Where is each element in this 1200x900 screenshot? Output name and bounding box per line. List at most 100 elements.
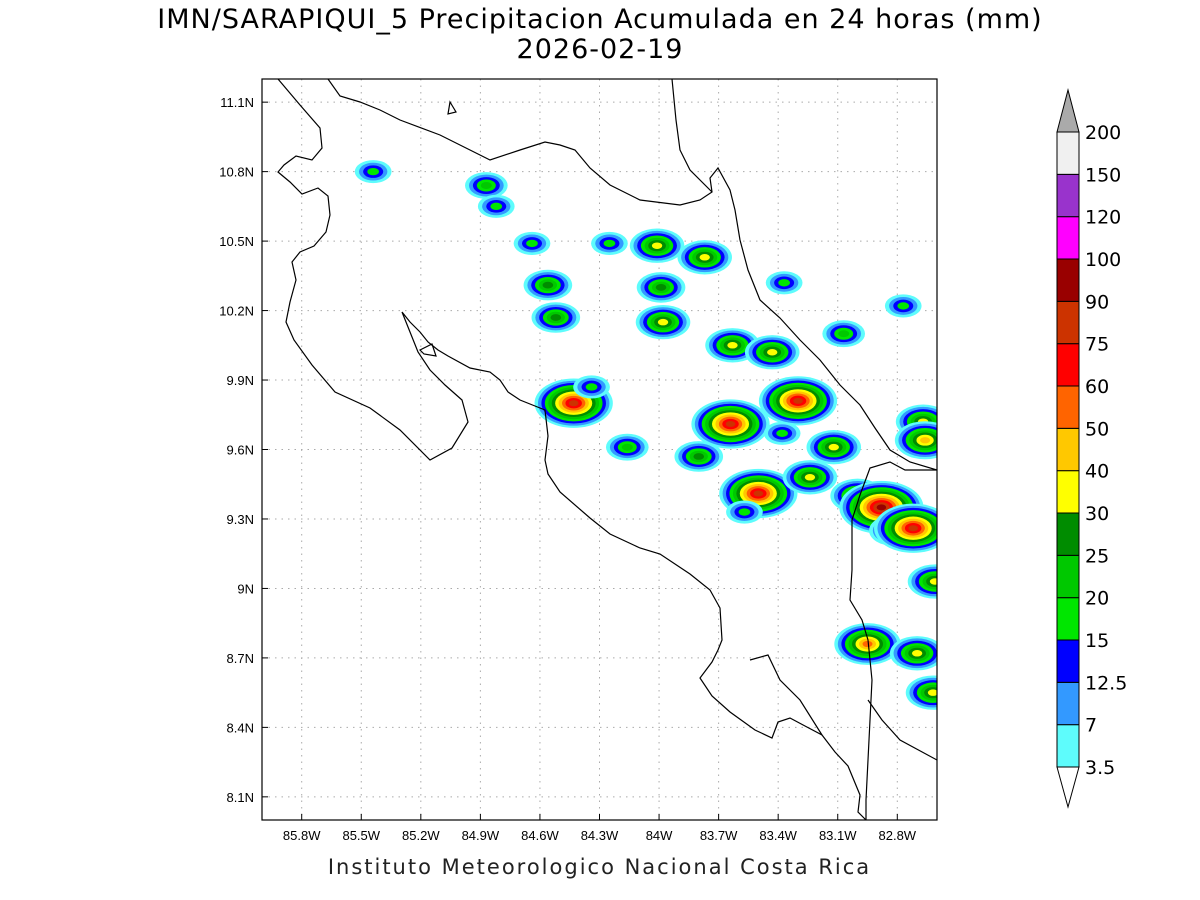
colorbar-label: 200 <box>1085 122 1121 144</box>
precip-contour <box>793 397 803 404</box>
colorbar-label: 25 <box>1085 545 1109 567</box>
precip-cell <box>674 441 724 472</box>
precip-cell <box>782 460 838 495</box>
precip-cell <box>591 231 628 255</box>
precip-cell <box>629 228 685 263</box>
y-tick-label: 10.2N <box>219 304 254 319</box>
precip-cell <box>691 399 770 449</box>
colorbar-label: 75 <box>1085 334 1109 356</box>
precip-contour <box>876 504 887 511</box>
footer-credit: Instituto Meteorologico Nacional Costa R… <box>327 855 872 879</box>
precip-contour <box>490 202 503 211</box>
precip-cell <box>513 231 551 255</box>
x-tick-label: 83.1W <box>819 828 857 843</box>
coastline-layer <box>277 79 937 820</box>
colorbar-label: 50 <box>1085 418 1109 440</box>
x-tick-label: 84W <box>646 828 673 843</box>
precip-cell <box>726 500 763 524</box>
precip-contour <box>568 400 579 407</box>
colorbar-lower-arrow <box>1056 766 1080 809</box>
precip-cell <box>605 433 649 461</box>
precip-contour <box>693 453 705 460</box>
precip-contour <box>550 314 562 321</box>
x-tick-label: 84.6W <box>521 828 559 843</box>
colorbar-segment <box>1056 427 1080 472</box>
colorbar-label: 100 <box>1085 249 1121 271</box>
colorbar-segment <box>1056 131 1080 175</box>
y-tick-label: 8.1N <box>227 790 254 805</box>
colorbar: 3.5 7 12.5 15 20 25 30 40 50 60 75 90 100 120 150 200 <box>1056 88 1127 809</box>
colorbar-segment <box>1056 300 1080 345</box>
precip-cell <box>765 271 803 295</box>
colorbar-label: 20 <box>1085 588 1109 610</box>
y-tick-label: 8.4N <box>227 720 254 735</box>
precip-cell <box>465 172 508 199</box>
precip-contour <box>778 279 790 287</box>
precip-contour <box>585 383 598 391</box>
colorbar-label: 60 <box>1085 376 1109 398</box>
precip-cell <box>907 564 937 599</box>
precip-cell <box>834 623 901 665</box>
colorbar-segment <box>1056 470 1080 514</box>
colorbar-segment <box>1056 724 1080 768</box>
precip-cell <box>806 430 862 465</box>
precip-cell <box>677 240 732 275</box>
colorbar-segment <box>1056 554 1080 599</box>
coastline-north-top <box>327 79 937 471</box>
precip-contour <box>911 650 923 657</box>
y-tick-label: 8.7N <box>227 651 254 666</box>
y-tick-label: 10.8N <box>219 165 254 180</box>
precip-contour <box>699 254 710 261</box>
x-tick-label: 85.5W <box>342 828 380 843</box>
precip-contour <box>725 421 736 428</box>
colorbar-label: 3.5 <box>1085 757 1115 779</box>
colorbar-segment <box>1056 385 1080 429</box>
precip-contour <box>753 490 764 497</box>
x-tick-label: 85.8W <box>283 828 321 843</box>
precip-contour <box>927 689 937 696</box>
precip-contour <box>897 302 910 310</box>
precip-cell <box>889 636 937 671</box>
precipitation-field <box>354 160 937 710</box>
colorbar-segment <box>1056 597 1080 641</box>
pacific-coast-south <box>749 654 937 761</box>
panama-border <box>849 461 937 820</box>
precip-contour <box>657 318 669 326</box>
colorbar-segment <box>1056 512 1080 556</box>
lake-nicaragua-islet <box>447 100 457 115</box>
colorbar-label: 40 <box>1085 461 1109 483</box>
precip-cell <box>758 376 838 426</box>
x-tick-label: 85.2W <box>402 828 440 843</box>
precip-cell <box>635 304 691 340</box>
gulf-nicoya-island <box>418 343 437 357</box>
title-line-1: IMN/SARAPIQUI_5 Precipitacion Acumulada … <box>157 4 1043 35</box>
precip-contour <box>804 474 816 481</box>
colorbar-upper-arrow <box>1056 88 1080 133</box>
x-tick-label: 82.8W <box>879 828 917 843</box>
coastline-north <box>277 79 867 820</box>
precip-contour <box>367 167 380 176</box>
precip-contour <box>908 525 918 532</box>
precip-contour <box>542 281 554 289</box>
x-tick-label: 83.7W <box>700 828 738 843</box>
precip-cell <box>573 375 610 399</box>
colorbar-segment <box>1056 216 1080 260</box>
precip-contour <box>862 640 873 648</box>
precip-cell <box>874 503 937 553</box>
colorbar-label: 15 <box>1085 630 1109 652</box>
x-tick-label: 84.3W <box>581 828 619 843</box>
y-tick-label: 9.9N <box>227 373 254 388</box>
y-tick-label: 9.6N <box>227 443 254 458</box>
precip-contour <box>603 239 616 248</box>
precip-cell <box>884 294 922 318</box>
precip-contour <box>838 330 850 338</box>
precip-cell <box>523 269 573 301</box>
colorbar-segment <box>1056 639 1080 683</box>
precip-cell <box>822 320 866 348</box>
precip-cell <box>531 302 581 333</box>
precip-contour <box>621 443 633 451</box>
y-tick-label: 11.1N <box>220 95 254 110</box>
colorbar-segment <box>1056 173 1080 218</box>
precip-contour <box>526 239 538 248</box>
